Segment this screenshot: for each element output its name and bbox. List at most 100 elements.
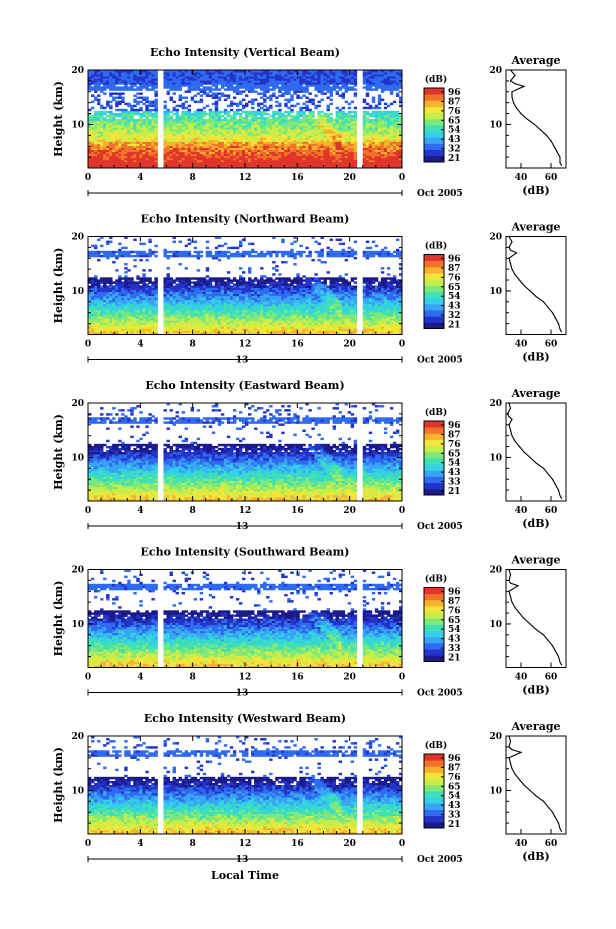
x-tick-label: 20 xyxy=(343,340,356,350)
colorbar-frame xyxy=(423,254,445,329)
colorbar-tick-label: 96 xyxy=(448,754,461,764)
average-point xyxy=(512,102,515,104)
colorbar-segment xyxy=(424,809,444,817)
average-point xyxy=(511,749,513,751)
average-profile: Average 10 20 40 60(dB) xyxy=(489,387,567,530)
x-tick-label: 0 xyxy=(399,173,405,183)
panel-title: Echo Intensity (Eastward Beam) xyxy=(145,379,344,392)
average-point xyxy=(560,331,563,333)
average-point xyxy=(535,628,537,631)
colorbar-tick-label: 87 xyxy=(448,597,461,607)
x-tick-label: 8 xyxy=(190,340,196,350)
panel-4: Echo Intensity (Westward Beam) 10 20 Height… xyxy=(52,712,567,865)
colorbar-segment xyxy=(424,636,444,644)
average-point xyxy=(523,284,525,287)
colorbar-segment xyxy=(424,285,444,292)
average-point xyxy=(559,661,561,663)
average-point xyxy=(557,822,560,824)
x-tick-label: 4 xyxy=(137,173,143,183)
average-point xyxy=(523,85,525,87)
colorbar-segment xyxy=(424,125,444,132)
x-axis-label: Local Time xyxy=(211,869,279,882)
echo-heatmap xyxy=(88,403,403,502)
panel-title: Echo Intensity (Northward Beam) xyxy=(141,213,350,226)
colorbar-segment xyxy=(424,137,444,144)
average-point xyxy=(542,467,545,469)
average-frame xyxy=(505,236,567,335)
y-tick-label: 10 xyxy=(71,620,84,630)
colorbar-tick-label: 21 xyxy=(448,154,461,164)
x-tick-label: 8 xyxy=(190,673,196,683)
colorbar-segment xyxy=(424,118,444,126)
average-point xyxy=(514,773,516,775)
average-point xyxy=(539,129,542,131)
average-point xyxy=(533,123,536,125)
x-tick-label: 16 xyxy=(291,839,304,849)
day-label: 13 xyxy=(236,689,249,699)
average-point xyxy=(511,601,513,603)
x-tick-label: 0 xyxy=(399,673,405,683)
average-x-tick-label: 60 xyxy=(545,839,558,849)
x-tick-label: 8 xyxy=(190,839,196,849)
average-point xyxy=(511,96,513,98)
average-point xyxy=(509,429,512,431)
x-tick-label: 4 xyxy=(137,340,143,350)
average-point xyxy=(511,418,513,420)
x-tick-label: 8 xyxy=(190,506,196,516)
y-axis-label: Height (km) xyxy=(52,747,65,823)
y-tick-label: 10 xyxy=(71,786,84,796)
day-label: 13 xyxy=(236,855,249,865)
colorbar-tick-label: 21 xyxy=(448,321,461,331)
colorbar-segment xyxy=(424,279,444,286)
colorbar-segment xyxy=(424,112,444,120)
x-tick-label: 0 xyxy=(85,673,91,683)
average-point xyxy=(557,489,560,491)
average-frame xyxy=(505,402,567,502)
y-tick-label: 20 xyxy=(71,566,84,576)
colorbar-segment xyxy=(424,760,444,767)
colorbar-segment xyxy=(424,593,444,601)
average-point xyxy=(508,590,510,592)
panel-3: Echo Intensity (Southward Beam) 10 20 Heigh… xyxy=(52,546,567,699)
average-title: Average xyxy=(510,554,560,567)
x-tick-label: 12 xyxy=(239,506,252,516)
average-x-label: (dB) xyxy=(522,684,549,697)
average-point xyxy=(508,757,510,759)
average-frame xyxy=(505,735,567,835)
colorbar-segment xyxy=(424,100,444,107)
average-title: Average xyxy=(510,54,560,67)
colorbar-segment xyxy=(424,630,444,638)
average-profile-line xyxy=(508,569,562,666)
average-y-tick-label: 10 xyxy=(489,287,502,297)
average-point xyxy=(514,74,516,76)
colorbar-segment xyxy=(424,772,444,780)
y-tick-label: 20 xyxy=(71,732,84,742)
colorbar-segment xyxy=(424,599,444,607)
colorbar-tick-label: 54 xyxy=(448,292,461,302)
average-point xyxy=(506,413,509,415)
colorbar-tick-label: 65 xyxy=(448,616,461,626)
average-point xyxy=(547,639,549,641)
colorbar-tick-label: 21 xyxy=(448,487,461,497)
colorbar-segment xyxy=(424,421,444,428)
average-y-tick-label: 20 xyxy=(489,233,502,243)
colorbar-segment xyxy=(424,106,444,114)
colorbar-unit: (dB) xyxy=(425,241,447,252)
colorbar-segment xyxy=(424,587,444,595)
colorbar-segment xyxy=(424,322,444,329)
average-profile: Average 10 20 40 60(dB) xyxy=(489,720,567,863)
average-frame xyxy=(505,569,567,668)
colorbar-tick-label: 65 xyxy=(448,449,461,459)
y-tick-label: 10 xyxy=(71,287,84,297)
colorbar-segment xyxy=(424,303,444,311)
average-point xyxy=(520,113,522,115)
colorbar-tick-label: 54 xyxy=(448,126,461,136)
average-y-tick-label: 10 xyxy=(489,786,502,796)
colorbar-frame xyxy=(423,753,445,829)
colorbar-tick-label: 54 xyxy=(448,792,461,802)
date-label: Oct 2005 xyxy=(417,356,463,366)
